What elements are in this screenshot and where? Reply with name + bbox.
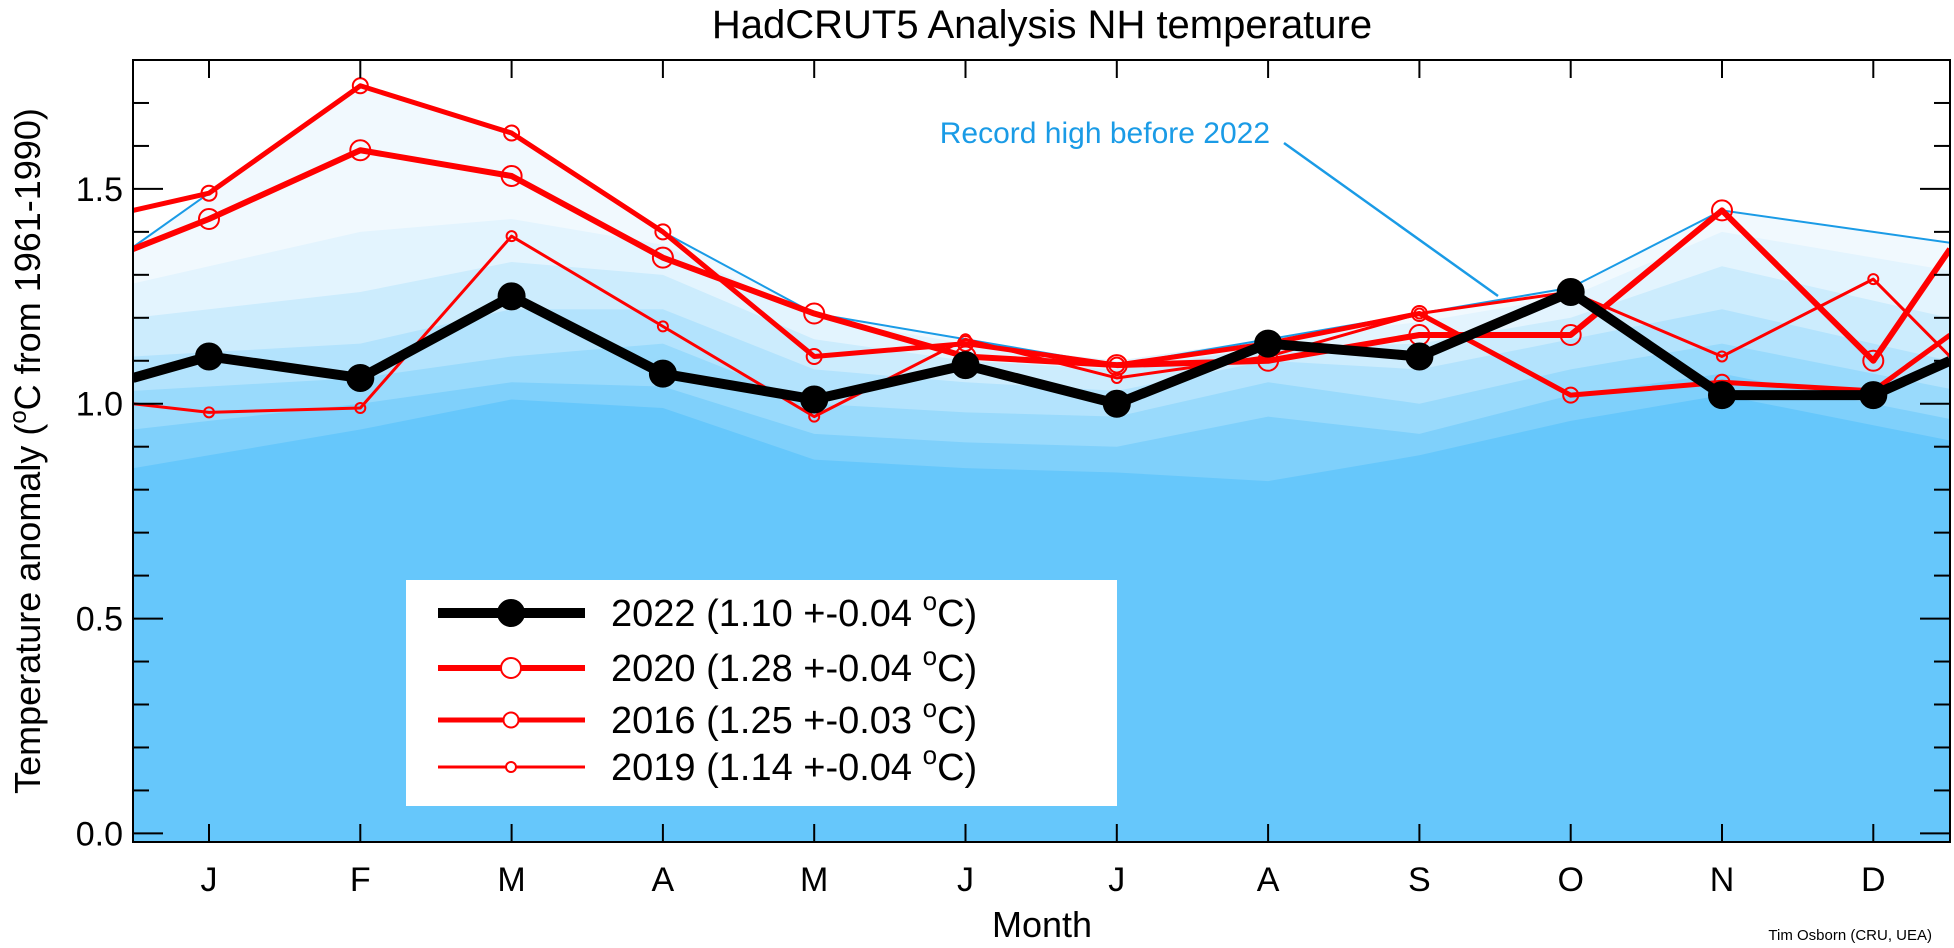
series-2022-point (951, 351, 980, 380)
legend-label: 2020 (1.28 +-0.04 oC) (611, 641, 977, 690)
series-2019-point (1716, 350, 1728, 363)
x-tick-label: D (1861, 861, 1886, 899)
series-2016-point (654, 223, 672, 241)
series-2022-point (800, 385, 829, 414)
record-annotation: Record high before 2022 (940, 117, 1270, 150)
series-2016-point (805, 347, 823, 365)
y-tick-label: 0.0 (76, 815, 123, 853)
series-2022-line (133, 287, 1950, 409)
series-2019-point (505, 230, 518, 243)
x-axis-label: Month (992, 904, 1092, 945)
y-axis-label: Temperature anomaly (oC from 1961-1990) (5, 108, 48, 794)
x-tick-label: O (1557, 861, 1583, 899)
series-2020-point (349, 139, 372, 162)
x-tick-label: F (350, 861, 371, 899)
series-2016-point (200, 184, 218, 202)
series-2020 (133, 139, 1950, 377)
y-axis-label-pre: Temperature anomaly ( (7, 424, 48, 794)
series-2022-point (1254, 329, 1283, 358)
series-2020-point (1559, 323, 1582, 346)
series-2022 (133, 278, 1950, 418)
legend-item-2020: 2020 (1.28 +-0.04 oC) (438, 641, 977, 690)
series-2022-point (346, 363, 375, 392)
legend-swatch-marker (502, 711, 520, 729)
x-tick-label: S (1408, 861, 1431, 899)
x-tick-label: J (1108, 861, 1125, 899)
y-tick-label: 1.5 (76, 171, 123, 209)
y-axis-label-post: C from 1961-1990) (7, 108, 48, 410)
x-tick-label: M (800, 861, 828, 899)
legend-item-2022: 2022 (1.10 +-0.04 oC) (438, 586, 977, 635)
y-axis-label-degree: o (5, 410, 32, 423)
annotation-leader (1283, 141, 1499, 298)
x-tick-label: J (957, 861, 974, 899)
legend-label: 2022 (1.10 +-0.04 oC) (611, 586, 977, 635)
series-2022-point (1859, 381, 1888, 410)
series-2016-point (503, 124, 521, 142)
y-tick-label: 1.0 (76, 386, 123, 424)
series-2022-point (1102, 389, 1131, 418)
series-2022-point (195, 342, 223, 371)
x-tick-label: M (497, 861, 525, 899)
series-2020-point (1862, 349, 1885, 372)
legend-item-2019: 2019 (1.14 +-0.04 oC) (438, 740, 977, 789)
series-2020-point (1105, 354, 1128, 377)
legend: 2022 (1.10 +-0.04 oC) 2020 (1.28 +-0.04 o… (406, 580, 1117, 806)
x-tick-label: N (1710, 861, 1735, 899)
series-2016-point (351, 77, 369, 95)
series-2016-line (133, 83, 1950, 398)
plot-frame (132, 59, 1951, 843)
series-2020-point (1711, 199, 1733, 222)
chart-title: HadCRUT5 Analysis NH temperature (712, 3, 1372, 47)
legend-swatch-marker (497, 599, 525, 627)
axes: 0.0 0.5 1.0 1.5 J F M A M J J A S O N D (76, 60, 1950, 899)
series-2019-point (1867, 273, 1880, 286)
series-2022-point (1556, 278, 1585, 307)
x-tick-label: A (1257, 861, 1280, 899)
series-2016-point (1410, 305, 1428, 323)
series-2022-point (648, 359, 677, 388)
series-2016-point (1562, 386, 1580, 404)
series-2020-point (500, 165, 523, 188)
x-tick-label: A (652, 861, 675, 899)
series-2020-point (198, 207, 220, 230)
series-2022-point (1708, 381, 1736, 410)
series-2020-point (651, 246, 674, 269)
series-2022-point (1405, 342, 1434, 371)
legend-label: 2019 (1.14 +-0.04 oC) (611, 740, 977, 789)
legend-item-2016: 2016 (1.25 +-0.03 oC) (438, 693, 977, 742)
legend-swatch-marker (505, 761, 517, 773)
y-tick-label: 0.5 (76, 601, 123, 639)
legend-label: 2016 (1.25 +-0.03 oC) (611, 693, 977, 742)
series-2019-point (656, 320, 669, 333)
credit-text: Tim Osborn (CRU, UEA) (1768, 927, 1932, 944)
series-2022-point (497, 282, 526, 311)
series-2019-point (354, 402, 367, 415)
series-2020-point (803, 302, 826, 325)
series-2020-line (133, 147, 1950, 369)
legend-swatch-marker (500, 657, 522, 679)
series-2019-point (203, 406, 215, 419)
x-tick-label: J (201, 861, 218, 899)
series-layer (133, 77, 1950, 423)
